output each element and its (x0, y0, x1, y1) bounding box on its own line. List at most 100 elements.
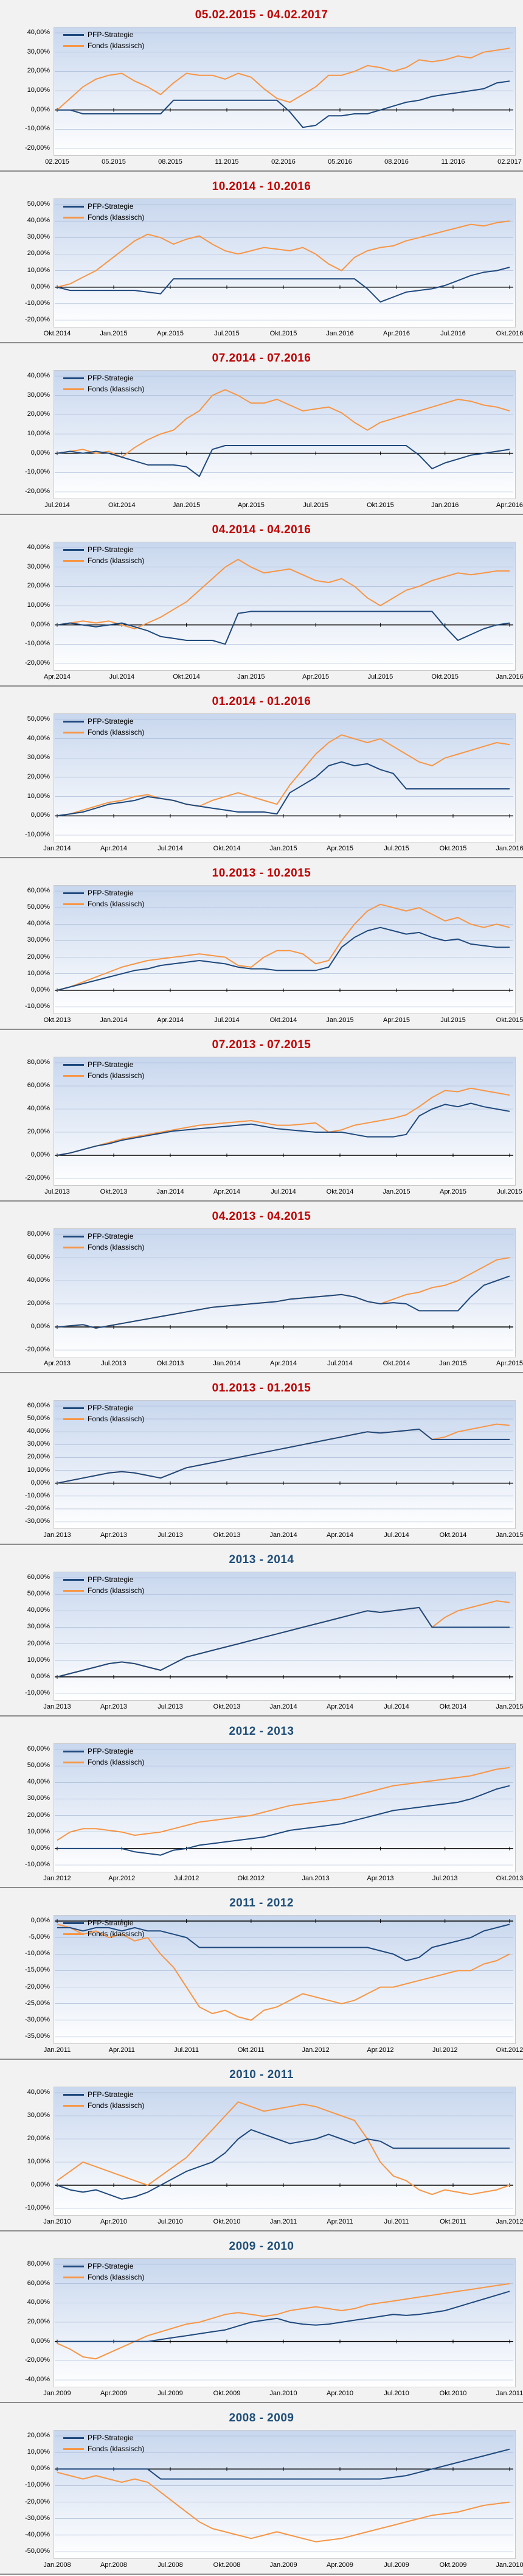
legend-label: Fonds (klassisch) (88, 2101, 145, 2110)
y-tick-label: -10,00% (25, 1950, 50, 1958)
chart-svg (55, 1234, 513, 1351)
legend-label: PFP-Strategie (88, 545, 134, 554)
panel-separator (0, 514, 523, 515)
y-tick-label: 50,00% (27, 200, 50, 208)
y-tick-label: 10,00% (27, 792, 50, 800)
legend-entry-strategy: PFP-Strategie (63, 1231, 167, 1242)
legend-entry-strategy: PFP-Strategie (63, 544, 167, 555)
x-tick-label: Okt.2015 (439, 845, 467, 852)
x-tick-label: Okt.2014 (108, 502, 136, 509)
x-tick-label: Jan.2009 (43, 2390, 71, 2397)
chart-panel: 01.2014 - 01.2016 50,00% 40,00% 30,00% 20,00… (0, 687, 523, 858)
plot-area (54, 713, 516, 842)
x-tick-label: Jan.2013 (43, 1703, 71, 1710)
x-tick-label: Jan.2015 (439, 1360, 467, 1367)
legend-label: PFP-Strategie (88, 1232, 134, 1241)
y-tick-label: 40,00% (27, 1778, 50, 1786)
x-tick-label: Jan.2016 (431, 502, 459, 509)
x-tick-label: Apr.2015 (302, 673, 330, 681)
chart-svg (55, 891, 513, 1007)
y-tick-label: -35,00% (25, 2032, 50, 2040)
x-tick-label: Okt.2009 (439, 2561, 467, 2569)
legend-swatch (63, 731, 84, 733)
legend-swatch (63, 388, 84, 390)
series-line-fund (57, 1423, 510, 1484)
x-tick-label: Okt.2014 (173, 673, 200, 681)
panel-separator (0, 1029, 523, 1030)
y-tick-label: 10,00% (27, 1827, 50, 1835)
legend-label: PFP-Strategie (88, 1747, 134, 1755)
legend-swatch (63, 1418, 84, 1420)
x-tick-label: Okt.2014 (269, 1017, 297, 1024)
y-tick-label: 0,00% (30, 2181, 50, 2188)
y-tick-label: 40,00% (27, 1606, 50, 1614)
plot-area (54, 1057, 516, 1186)
plot-area (54, 198, 516, 327)
y-tick-label: 10,00% (27, 266, 50, 274)
legend-entry-fund: Fonds (klassisch) (63, 383, 167, 394)
x-tick-label: Okt.2012 (237, 1875, 265, 1882)
x-tick-label: Okt.2013 (213, 1703, 241, 1710)
series-line-fund (57, 2283, 510, 2360)
y-tick-label: 20,00% (27, 953, 50, 961)
legend-entry-fund: Fonds (klassisch) (63, 2443, 167, 2454)
series-line-fund (57, 1257, 510, 1329)
plot-area (54, 1572, 516, 1701)
x-tick-label: Jan.2015 (172, 502, 201, 509)
y-tick-label: 20,00% (27, 582, 50, 590)
legend-entry-strategy: PFP-Strategie (63, 201, 167, 212)
chart-title: 01.2013 - 01.2015 (212, 1382, 311, 1395)
legend-label: PFP-Strategie (88, 1575, 134, 1584)
x-tick-label: Jan.2015 (496, 1703, 523, 1710)
panel-separator (0, 2059, 523, 2060)
chart-svg (55, 32, 513, 149)
x-tick-label: Jan.2008 (43, 2561, 71, 2569)
y-tick-label: 0,00% (30, 1151, 50, 1158)
x-tick-label: Okt.2010 (439, 2390, 467, 2397)
series-line-strategy (57, 2448, 510, 2480)
y-tick-label: 30,00% (27, 936, 50, 944)
y-tick-label: -10,00% (25, 640, 50, 648)
y-tick-label: 0,00% (30, 2337, 50, 2345)
legend-entry-strategy: PFP-Strategie (63, 1402, 167, 1413)
series-line-strategy (57, 1785, 510, 1856)
legend-entry-strategy: PFP-Strategie (63, 887, 167, 898)
x-tick-label: Jul.2013 (432, 1875, 458, 1882)
legend-swatch (63, 1246, 84, 1248)
y-tick-label: 30,00% (27, 391, 50, 399)
chart-title: 04.2014 - 04.2016 (212, 523, 311, 536)
x-tick-label: Apr.2013 (100, 1531, 128, 1539)
series-line-strategy (57, 1102, 510, 1156)
series-line-fund (57, 1766, 510, 1841)
chart-panel: 2008 - 2009 20,00% 10,00% 0,00% -10,00% -20,0… (0, 2403, 523, 2575)
x-tick-label: Apr.2010 (100, 2218, 128, 2225)
y-tick-label: -25,00% (25, 1999, 50, 2007)
x-tick-label: Jan.2010 (269, 2390, 297, 2397)
y-tick-label: -40,00% (25, 2376, 50, 2383)
y-tick-label: 0,00% (30, 1917, 50, 1924)
chart-panel: 04.2014 - 04.2016 40,00% 30,00% 20,00% 10,00… (0, 515, 523, 687)
y-tick-label: 60,00% (27, 1402, 50, 1409)
x-tick-label: Jul.2010 (158, 2218, 183, 2225)
legend-label: PFP-Strategie (88, 717, 134, 726)
y-tick-label: 0,00% (30, 620, 50, 628)
legend-swatch (63, 1063, 84, 1066)
chart-panel: 2013 - 2014 60,00% 50,00% 40,00% 30,00% 20,00… (0, 1545, 523, 1717)
y-tick-label: 60,00% (27, 1573, 50, 1581)
legend-entry-fund: Fonds (klassisch) (63, 555, 167, 566)
legend-entry-fund: Fonds (klassisch) (63, 1928, 167, 1939)
series-line-fund (57, 559, 510, 629)
y-tick-label: -20,00% (25, 144, 50, 152)
chart-title: 2012 - 2013 (229, 1725, 294, 1738)
y-tick-label: 60,00% (27, 887, 50, 894)
x-tick-label: Okt.2015 (269, 330, 297, 337)
y-tick-label: 60,00% (27, 1253, 50, 1261)
x-tick-label: Okt.2012 (496, 2046, 523, 2054)
legend-label: PFP-Strategie (88, 202, 134, 211)
x-tick-label: Apr.2014 (269, 1360, 297, 1367)
legend-swatch (63, 1761, 84, 1763)
panel-separator (0, 685, 523, 687)
x-tick-label: Jan.2015 (496, 1531, 523, 1539)
series-line-strategy (57, 267, 510, 303)
